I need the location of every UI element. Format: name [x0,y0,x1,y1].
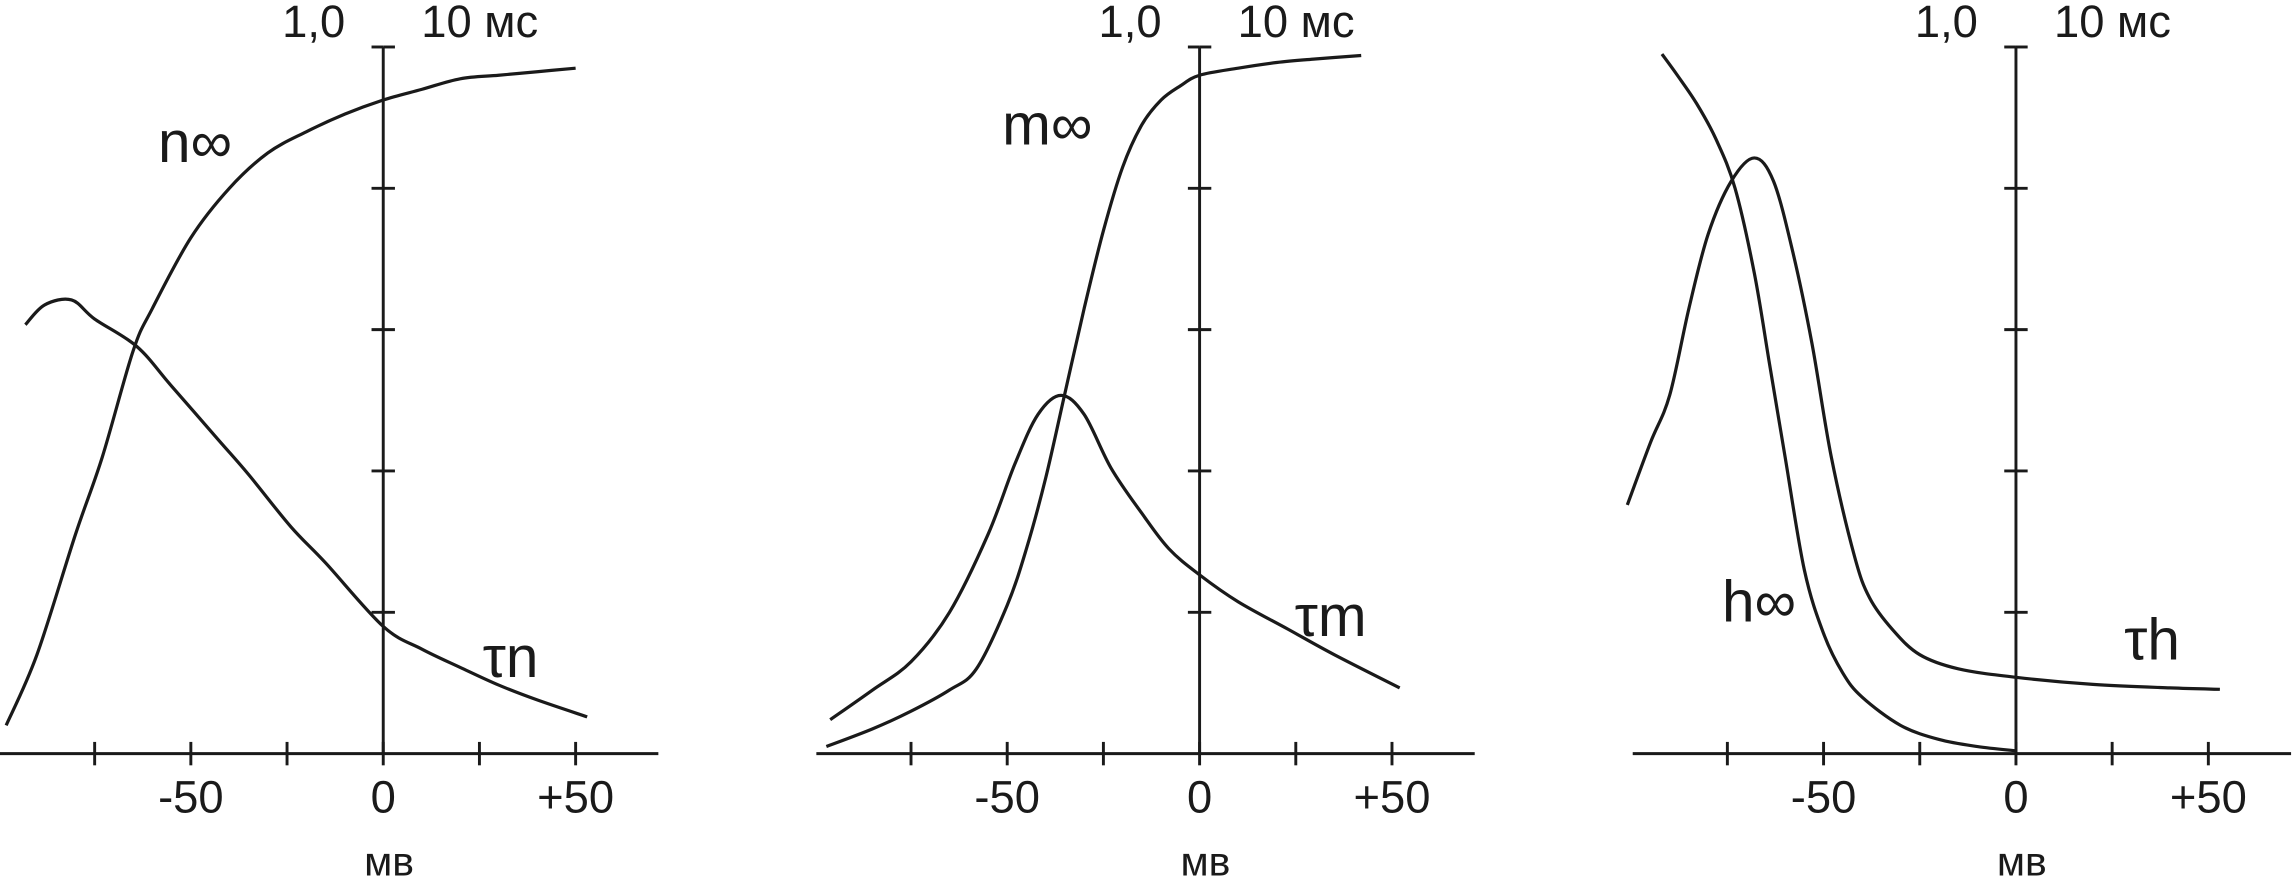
x-tick-label: 0 [2003,771,2028,822]
curve [825,53,1362,749]
x-tick-label: +50 [2170,771,2247,822]
x-axis-label: мв [364,839,414,884]
y2-tick-label: 10 мс [421,0,538,47]
curve-label: τm [1295,584,1367,649]
curve [1660,53,2017,753]
curve [829,393,1401,722]
y-tick-label: 1,0 [1915,0,1978,47]
x-tick-label: 0 [1187,771,1212,822]
x-tick-label: +50 [537,771,614,822]
x-tick-label: -50 [974,771,1040,822]
y-tick-label: 1,0 [282,0,345,47]
y2-tick-label: 10 мс [2054,0,2171,47]
curve [4,66,576,726]
curve-label: m∞ [1002,92,1092,157]
curve [24,297,588,719]
x-tick-label: -50 [158,771,224,822]
curve-label: τh [2124,607,2180,672]
x-axis-label: мв [1180,839,1230,884]
x-tick-label: -50 [1791,771,1857,822]
curve-label: h∞ [1722,569,1796,634]
curve-label: τn [483,625,539,690]
x-tick-label: 0 [371,771,396,822]
x-tick-label: +50 [1354,771,1431,822]
y-tick-label: 1,0 [1099,0,1162,47]
y2-tick-label: 10 мс [1238,0,1355,47]
curve [1625,156,2220,691]
x-axis-label: мв [1997,839,2047,884]
curve-label: n∞ [158,110,232,175]
